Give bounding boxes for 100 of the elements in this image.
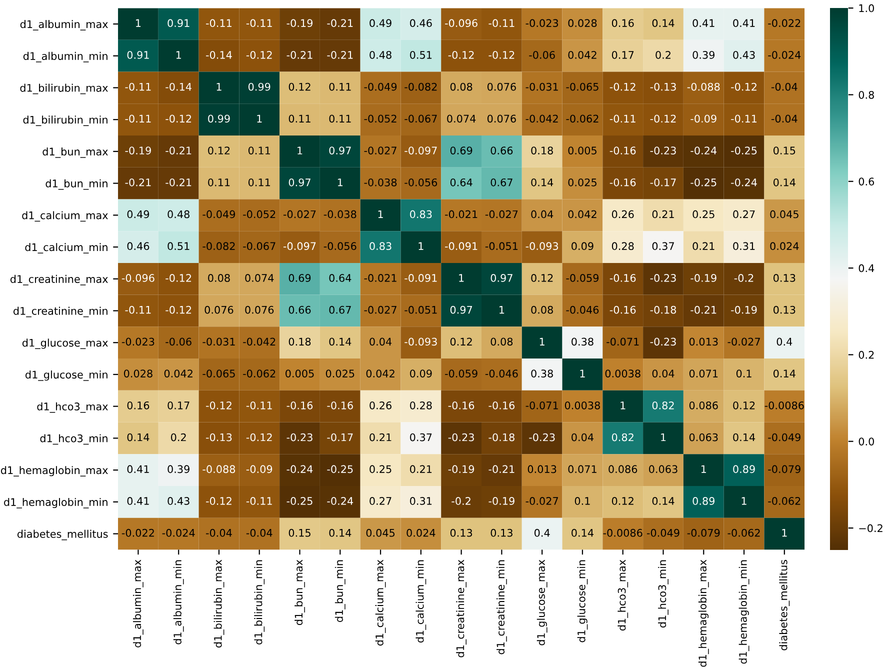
data-label: 0.13 [773,306,796,314]
data-label: -0.046 [485,370,518,378]
data-label: -0.21 [286,51,312,59]
data-label: 0.1 [574,497,590,505]
data-label: -0.19 [125,146,151,154]
data-label: -0.04 [771,82,798,91]
data-label: -0.049 [202,210,236,218]
color-bar-label: 1.0 [859,4,874,12]
data-label: -0.11 [246,19,272,28]
data-label: -0.12 [731,82,756,91]
data-label: -0.23 [650,146,676,154]
data-label: 0.99 [248,82,270,91]
x-tick-label: d1_bilirubin_min [254,560,265,644]
data-label: 0.14 [773,178,796,186]
data-label: -0.021 [364,274,396,282]
data-label: -0.062 [243,370,276,378]
data-label: 0.16 [127,401,150,410]
data-label: -0.052 [364,114,396,123]
data-label: 0.11 [248,178,270,186]
data-label: 0.97 [288,178,310,186]
data-label: 0.045 [366,528,395,537]
data-label: -0.16 [610,274,636,282]
data-label: -0.14 [166,82,192,91]
data-label: -0.2 [452,497,470,505]
data-label: 0.15 [773,146,796,154]
data-label: 0.0038 [605,370,640,378]
data-label: 0.14 [652,19,674,28]
data-label: 0.66 [490,146,513,154]
x-tick-label: d1_bun_max [294,560,305,626]
data-label: 0.41 [127,497,149,505]
data-label: 0.64 [450,178,472,186]
data-label: 0.38 [531,370,553,378]
data-label: -0.12 [206,497,232,505]
data-label: 1 [540,338,544,346]
data-label: 0.89 [692,497,714,505]
data-label: 0.46 [127,242,150,250]
data-label: -0.093 [404,338,437,346]
data-label: -0.023 [122,338,154,346]
data-label: -0.0086 [603,528,642,537]
data-label: -0.06 [166,338,192,346]
data-label: 0.21 [692,242,714,250]
data-label: 0.2 [656,51,670,59]
data-label: 0.26 [612,210,634,218]
data-label: -0.24 [327,497,354,505]
data-label: -0.021 [445,210,478,218]
data-label: -0.049 [768,433,800,442]
data-label: -0.12 [448,51,474,59]
data-label: 0.005 [568,146,596,154]
data-label: -0.19 [448,465,474,474]
data-label: -0.16 [610,146,636,154]
data-label: 0.074 [447,114,476,123]
data-label: -0.062 [566,114,598,123]
x-tick-label: d1_hemaglobin_min [738,560,750,664]
data-label: 1 [136,19,141,27]
data-label: 0.91 [168,19,190,28]
data-label: -0.091 [404,274,437,282]
y-tick-label: d1_hco3_max [37,402,108,413]
data-label: -0.24 [690,146,717,154]
data-label: 0.04 [370,338,392,346]
data-label: 0.4 [534,528,550,537]
data-label: -0.11 [125,306,151,314]
data-label: 1 [782,529,787,537]
data-label: 0.12 [450,338,472,346]
data-label: -0.067 [404,114,437,123]
data-label: 0.063 [649,465,678,474]
data-label: -0.19 [488,497,514,505]
data-label: -0.027 [364,306,396,314]
data-label: 0.82 [652,401,674,410]
data-label: 0.074 [245,274,274,282]
data-label: 0.028 [568,19,597,28]
data-label: -0.049 [364,82,397,91]
data-label: 0.12 [733,401,755,410]
data-label: 0.49 [370,19,392,28]
data-label: -0.038 [324,210,356,218]
data-label: 0.14 [329,338,352,346]
y-tick-label: d1_bilirubin_max [20,84,108,94]
data-label: -0.21 [327,51,353,59]
data-label: -0.091 [445,242,478,250]
data-label: 0.4 [776,338,792,346]
data-label: -0.027 [526,497,558,505]
x-tick-label: d1_hemaglobin_max [698,560,709,667]
data-label: 0.063 [689,433,718,442]
data-label: 1 [580,370,585,378]
data-label: -0.21 [488,465,514,474]
y-tick-label: d1_glucose_max [22,338,108,350]
data-label: 0.31 [733,242,755,250]
data-label: 0.21 [370,433,392,442]
y-tick-label: d1_bun_max [42,147,108,158]
data-label: -0.046 [566,306,599,314]
data-label: -0.25 [731,146,757,154]
color-bar-label: 0.6 [858,178,874,186]
data-label: 0.16 [612,19,634,28]
data-label: 0.11 [329,114,351,123]
x-tick-label: d1_hco3_min [658,560,668,628]
data-label: 0.013 [528,465,556,474]
data-label: -0.062 [768,497,800,505]
data-label: 0.09 [410,370,432,378]
data-label: -0.079 [768,465,800,474]
data-label: -0.082 [202,242,235,250]
data-label: -0.13 [206,433,232,442]
